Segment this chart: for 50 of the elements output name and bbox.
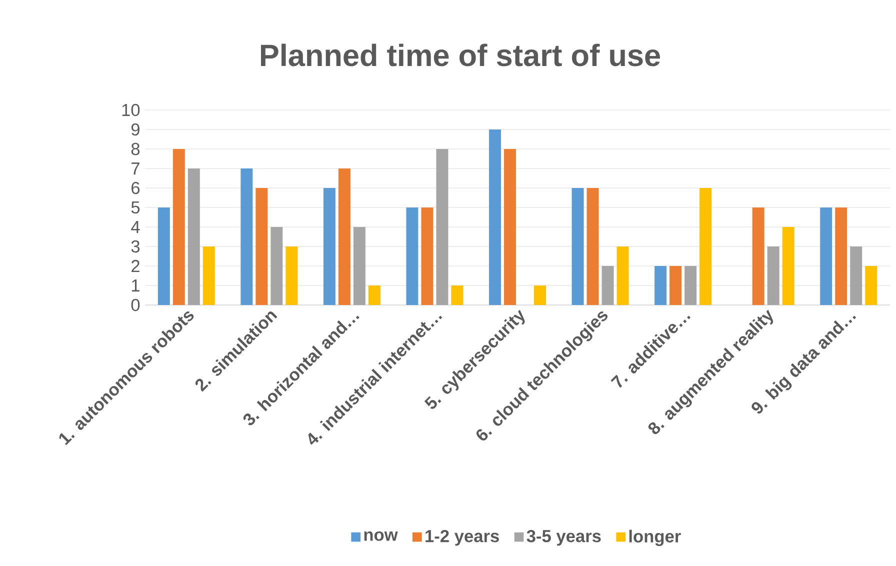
legend-label: 1-2 years	[426, 530, 499, 546]
y-tick-label: 5	[131, 201, 140, 214]
bar	[158, 207, 170, 305]
bar	[654, 266, 667, 305]
bar	[368, 285, 380, 305]
bar	[256, 188, 268, 305]
legend-label: longer	[629, 530, 681, 546]
bar	[489, 129, 501, 305]
bar	[534, 285, 546, 305]
y-tick-label: 3	[131, 240, 140, 253]
bar	[353, 226, 366, 305]
bar	[835, 207, 848, 305]
chart-title: Planned time of start of use	[260, 44, 660, 66]
bar	[172, 148, 185, 305]
bar	[670, 266, 682, 305]
bar	[421, 207, 434, 305]
bar	[338, 168, 350, 305]
bar	[850, 246, 862, 305]
y-tick-label: 0	[131, 298, 140, 312]
y-tick-label: 1	[132, 280, 140, 292]
bar	[202, 246, 215, 305]
bar	[270, 226, 283, 305]
y-tick-label: 10	[122, 104, 140, 116]
bar	[752, 207, 764, 305]
y-tick-label: 6	[132, 182, 140, 194]
bar	[188, 168, 200, 305]
bar	[436, 148, 448, 305]
bar	[406, 207, 418, 305]
y-tick-label: 7	[132, 162, 140, 174]
bar	[684, 266, 697, 305]
bar	[240, 168, 253, 305]
bar	[504, 148, 516, 305]
bar	[323, 188, 336, 305]
bar	[451, 285, 464, 305]
y-tick-label: 2	[132, 260, 140, 272]
bar	[286, 246, 298, 305]
legend-label: now	[364, 531, 398, 541]
legend-label: 3-5 years	[526, 530, 601, 546]
bar	[782, 226, 794, 305]
bar	[700, 188, 712, 305]
bar	[820, 207, 832, 305]
y-tick-label: 4	[131, 221, 140, 233]
bar	[572, 188, 584, 305]
bar	[602, 266, 614, 305]
bar	[767, 246, 780, 305]
bar	[616, 246, 629, 305]
bar	[865, 266, 878, 305]
y-tick-label: 8	[131, 142, 140, 156]
y-tick-label: 9	[131, 123, 140, 136]
bar	[586, 188, 599, 305]
